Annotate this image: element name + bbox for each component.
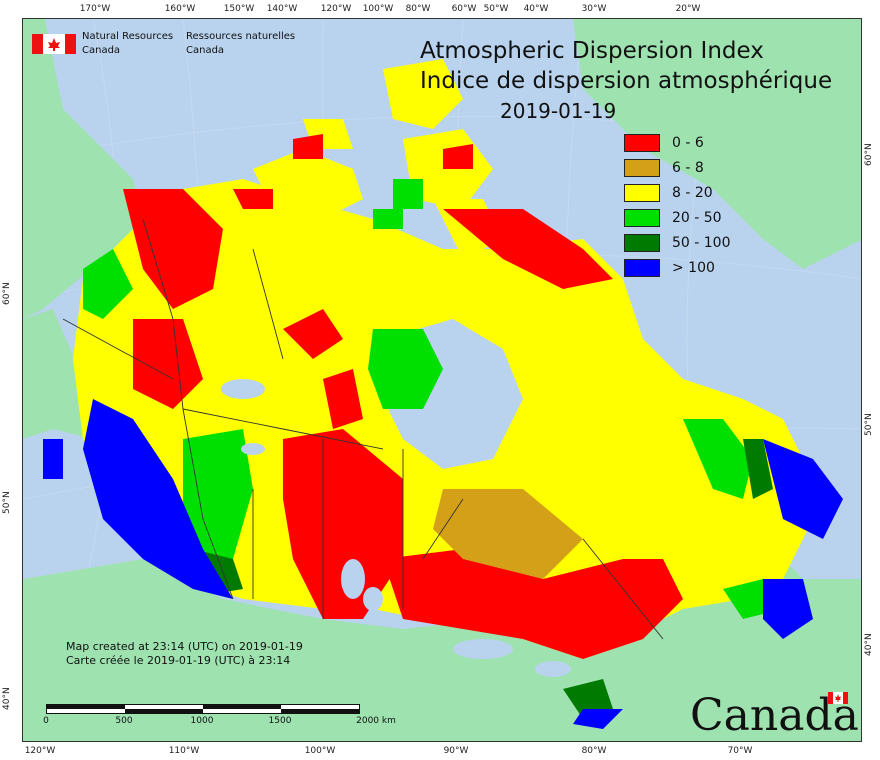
map-date: 2019-01-19 [500,99,617,123]
red-zone-prairie [283,429,403,619]
canada-flag-icon [828,692,848,704]
footnote-french: Carte créée le 2019-01-19 (UTC) à 23:14 [66,654,291,667]
blue-zone-bc-coast [83,399,233,599]
top-tick-label: 120°W [320,4,352,14]
scale-tick-label: 2000 km [356,716,396,726]
canada-flag-icon [32,34,76,54]
blue-zone-newfoundland [763,439,843,539]
provincial-boundaries [62,218,664,640]
scale-bar-graphic [46,704,360,714]
legend-label: 50 - 100 [672,235,731,251]
legend-swatch [624,209,660,227]
alaska [23,19,143,319]
greenland [573,19,861,269]
right-tick-label: 50°N [864,413,874,436]
lakes [221,379,571,677]
right-tick-label: 60°N [864,143,874,166]
footnote-english: Map created at 23:14 (UTC) on 2019-01-19 [66,640,303,653]
title-french: Indice de dispersion atmosphérique [420,68,833,94]
scale-tick-label: 1500 [268,716,292,726]
red-zone-baffin [443,209,613,289]
top-tick-label: 80°W [405,4,431,14]
legend-label: > 100 [672,260,715,276]
top-tick-label: 20°W [675,4,701,14]
scale-tick-label: 0 [43,716,49,726]
top-tick-label: 150°W [223,4,255,14]
green-zone-yukon [83,249,133,319]
red-zone-northwest [123,189,223,309]
orange-zone-ontario [433,489,583,579]
bottom-tick-label: 70°W [727,746,753,756]
top-tick-label: 60°W [451,4,477,14]
usa [23,559,861,741]
agency-name-en-line1: Natural Resources [82,31,174,42]
bottom-tick-label: 80°W [581,746,607,756]
top-tick-label: 40°W [523,4,549,14]
green-zone-kivalliq [368,329,443,409]
scale-tick-label: 1000 [190,716,214,726]
top-tick-label: 160°W [164,4,196,14]
legend-swatch [624,134,660,152]
top-tick-label: 30°W [581,4,607,14]
agency-name-fr-line2: Canada [186,45,225,56]
left-tick-label: 50°N [2,491,12,514]
top-tick-label: 50°W [483,4,509,14]
red-zone-south [383,549,683,659]
quebec-labrador [523,359,743,539]
left-tick-label: 40°N [2,687,12,710]
green-zone-alberta [183,429,253,579]
left-tick-label: 60°N [2,282,12,305]
title-block: Atmospheric Dispersion Index Indice de d… [420,36,860,126]
dispersion-map [23,19,861,741]
right-tick-label: 40°N [864,633,874,656]
arctic-island [253,149,363,219]
top-tick-label: 100°W [362,4,394,14]
bottom-tick-label: 100°W [304,746,336,756]
scale-tick-label: 500 [115,716,133,726]
legend-label: 0 - 6 [672,135,704,151]
legend-swatch [624,259,660,277]
bottom-tick-label: 110°W [168,746,200,756]
top-tick-label: 170°W [79,4,111,14]
agency-name-fr-line1: Ressources naturelles [186,31,296,42]
dark-green-zone [743,439,773,499]
legend-label: 6 - 8 [672,160,704,176]
green-zone-labrador [683,419,753,499]
scale-bar: 0 500 1000 1500 2000 km [43,704,396,734]
title-english: Atmospheric Dispersion Index [420,38,764,64]
bottom-tick-label: 120°W [24,746,56,756]
legend-swatch [624,159,660,177]
legend-swatch [624,234,660,252]
legend-label: 20 - 50 [672,210,722,226]
arctic-island [383,59,463,129]
legend-swatch [624,184,660,202]
top-tick-label: 140°W [266,4,298,14]
bottom-tick-label: 90°W [443,746,469,756]
agency-name-en-line2: Canada [82,45,121,56]
legend-label: 8 - 20 [672,185,713,201]
map-area [22,18,862,742]
footnote: Map created at 23:14 (UTC) on 2019-01-19… [66,640,303,668]
